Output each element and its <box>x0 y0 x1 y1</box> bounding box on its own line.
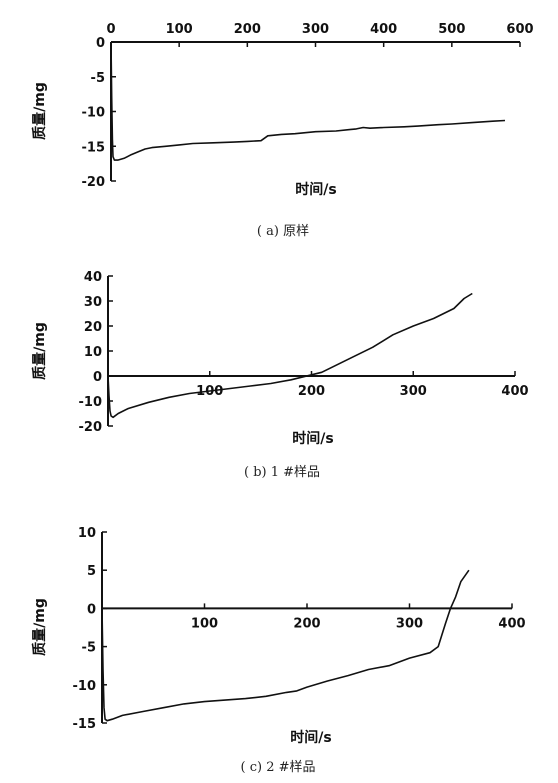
x-tick-label: 200 <box>234 22 261 37</box>
y-tick-label: 0 <box>93 370 102 385</box>
y-tick-label: 30 <box>84 295 102 310</box>
x-tick-label: 400 <box>501 384 528 399</box>
series-line <box>107 292 473 419</box>
y-tick-label: -10 <box>73 679 97 694</box>
chart-caption: ( c) 2 #样品 <box>241 760 316 775</box>
y-tick-label: 0 <box>96 36 105 51</box>
y-tick-label: -15 <box>82 140 106 155</box>
x-axis-label: 时间/s <box>292 430 333 447</box>
x-tick-label: 0 <box>106 22 115 37</box>
y-axis-label: 质量/mg <box>31 598 48 656</box>
x-tick-label: 400 <box>498 616 525 631</box>
x-tick-label: 100 <box>166 22 193 37</box>
x-tick-label: 200 <box>293 616 320 631</box>
x-tick-label: 300 <box>396 616 423 631</box>
x-tick-label: 500 <box>438 22 465 37</box>
y-tick-label: -20 <box>79 420 103 435</box>
chart-a: 0 100 200 300 400 500 600 0 -5 -10 -15 -20 时间/s 质量/… <box>31 22 534 239</box>
y-tick-label: 40 <box>84 270 102 285</box>
y-tick-label: 20 <box>84 320 102 335</box>
y-tick-label: 0 <box>87 602 96 617</box>
series-line <box>110 41 506 161</box>
y-tick-label: -5 <box>91 71 105 86</box>
chart-caption: ( a) 原样 <box>257 224 309 239</box>
x-tick-label: 400 <box>370 22 397 37</box>
y-axis-label: 质量/mg <box>31 322 48 380</box>
y-tick-label: -20 <box>82 175 106 190</box>
x-axis-label: 时间/s <box>290 729 331 746</box>
y-tick-label: -5 <box>82 641 96 656</box>
y-tick-label: -15 <box>73 717 97 732</box>
chart-c: 100 200 300 400 10 5 0 -5 -10 -15 时间/s 质量/mg ( c)… <box>31 526 526 775</box>
chart-caption: ( b) 1 #样品 <box>244 465 320 480</box>
series-line <box>101 569 470 722</box>
y-tick-label: -10 <box>79 395 103 410</box>
x-axis-label: 时间/s <box>295 181 336 198</box>
x-tick-label: 600 <box>506 22 533 37</box>
x-tick-label: 200 <box>298 384 325 399</box>
x-tick-label: 300 <box>302 22 329 37</box>
x-tick-label: 300 <box>400 384 427 399</box>
y-tick-label: 10 <box>78 526 96 541</box>
y-tick-label: 10 <box>84 345 102 360</box>
y-tick-label: -10 <box>82 106 106 121</box>
y-axis-label: 质量/mg <box>31 82 48 140</box>
x-tick-label: 100 <box>191 616 218 631</box>
y-tick-label: 5 <box>87 564 96 579</box>
